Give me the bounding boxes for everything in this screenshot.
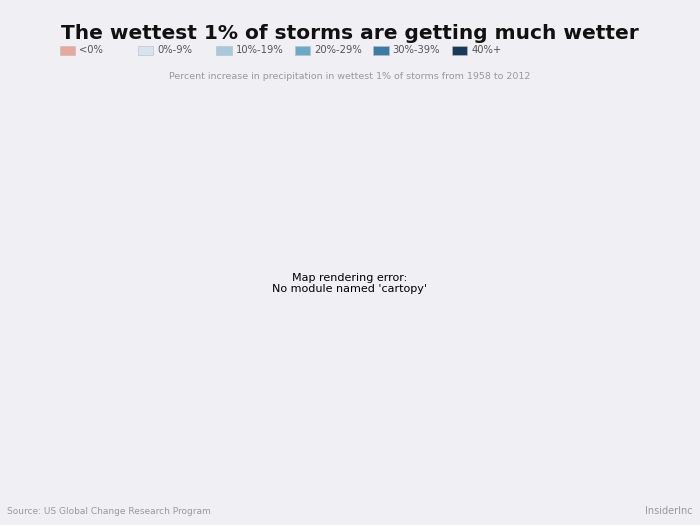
Text: 40%+: 40%+ — [471, 45, 501, 56]
Text: 0%-9%: 0%-9% — [158, 45, 192, 56]
Text: 20%-29%: 20%-29% — [314, 45, 362, 56]
Text: The wettest 1% of storms are getting much wetter: The wettest 1% of storms are getting muc… — [61, 24, 639, 43]
Text: Percent increase in precipitation in wettest 1% of storms from 1958 to 2012: Percent increase in precipitation in wet… — [169, 72, 531, 81]
Text: 10%-19%: 10%-19% — [236, 45, 284, 56]
Text: 30%-39%: 30%-39% — [393, 45, 440, 56]
Text: <0%: <0% — [79, 45, 103, 56]
Text: Map rendering error:
No module named 'cartopy': Map rendering error: No module named 'ca… — [272, 272, 428, 295]
Text: InsiderInc: InsiderInc — [645, 506, 693, 516]
Text: Source: US Global Change Research Program: Source: US Global Change Research Progra… — [7, 507, 211, 516]
